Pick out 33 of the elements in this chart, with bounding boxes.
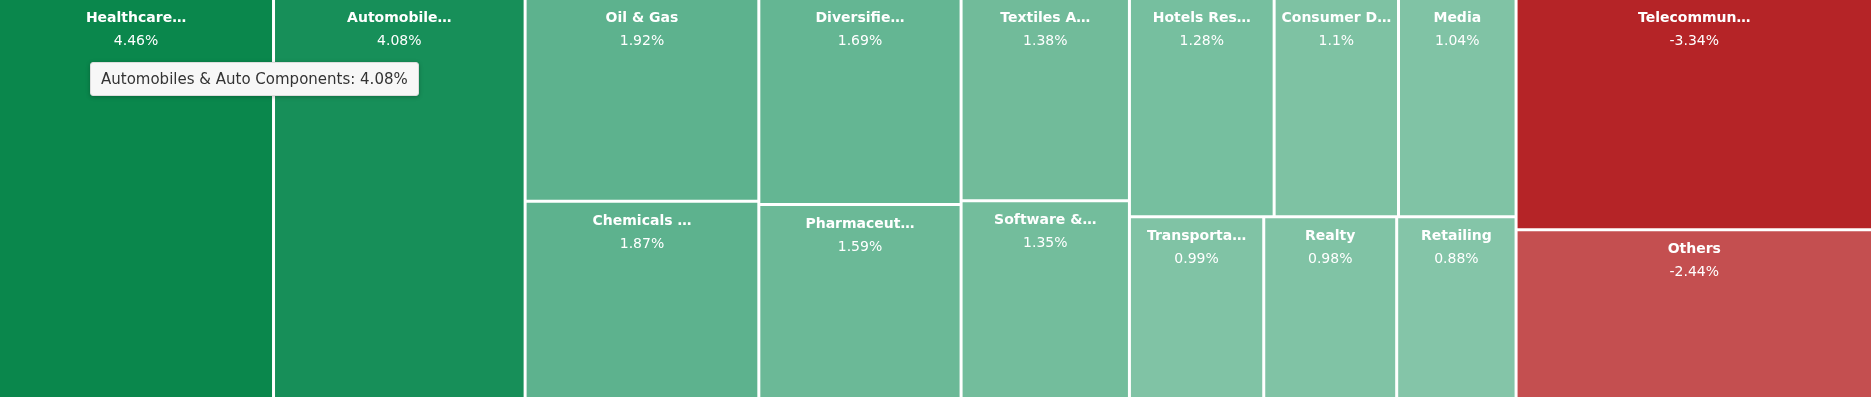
data-label: -3.34% [1669,32,1720,48]
data-label: 0.98% [1307,250,1353,267]
data-label: 4.46% [113,32,159,48]
data-label: 1.04% [1435,32,1480,48]
data-label: 0.88% [1434,250,1479,267]
category-label: Diversifie… [815,9,905,25]
data-label: 1.35% [1023,234,1068,251]
data-label: 1.59% [837,238,883,255]
category-label: Chemicals … [592,211,692,228]
data-label: 0.99% [1174,250,1219,267]
data-label: 1.38% [1023,32,1068,48]
category-label: Oil & Gas [605,9,679,25]
category-label: Media [1433,9,1482,25]
category-label: Healthcare… [85,9,187,25]
data-label: 1.1% [1318,32,1355,48]
category-label: Realty [1305,227,1356,244]
data-label: 1.69% [837,32,883,48]
category-label: Telecommun… [1638,9,1751,25]
category-label: Software &… [994,211,1097,228]
data-label: -2.44% [1669,263,1720,280]
category-label: Others [1667,240,1721,257]
category-label: Automobile… [347,9,452,25]
category-label: Retailing [1420,227,1492,244]
data-label: 1.92% [619,32,665,48]
data-label: 4.08% [377,32,422,48]
data-label: 1.28% [1179,32,1225,48]
category-label: Consumer D… [1281,9,1392,25]
category-label: Pharmaceut… [805,215,915,232]
text: Automobiles & Auto Components: 4.08% [90,62,419,96]
category-label: Transporta… [1146,227,1247,244]
category-label: Hotels Res… [1152,9,1251,25]
category-label: Textiles A… [1000,9,1091,25]
data-label: 1.87% [619,234,665,251]
